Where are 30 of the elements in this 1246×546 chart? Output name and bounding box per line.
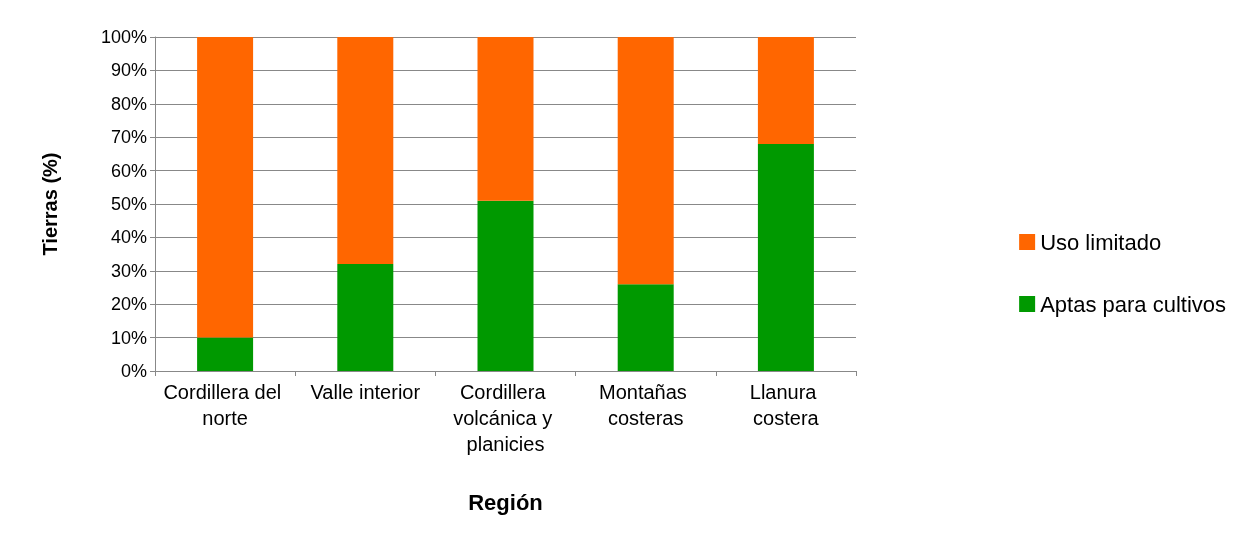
bar	[617, 284, 674, 371]
bar	[757, 37, 814, 144]
x-tick-label: Montañas costeras	[599, 381, 693, 429]
bar	[197, 337, 254, 371]
y-tick-label: 10%	[110, 327, 147, 348]
y-axis-title: Tierras (%)	[39, 152, 61, 256]
legend-label: Uso limitado	[1040, 229, 1162, 255]
y-tick-label: 60%	[110, 160, 147, 181]
x-tick-label: Valle interior	[310, 381, 421, 403]
bar	[337, 37, 394, 265]
bar	[197, 37, 254, 338]
bar	[757, 143, 814, 371]
y-tick-label: 50%	[110, 194, 147, 214]
x-tick-label: Cordillera volcánica y planicies	[453, 381, 558, 455]
legend-label: Aptas para cultivos	[1040, 291, 1226, 317]
y-tick-label: 30%	[110, 260, 147, 281]
bar	[477, 200, 534, 371]
y-tick-label: 90%	[110, 60, 147, 81]
y-tick-label: 20%	[110, 294, 147, 315]
bar	[477, 37, 534, 201]
x-axis-title: Región	[468, 489, 543, 515]
x-tick-label: Cordillera del norte	[163, 381, 287, 429]
y-tick-label: 40%	[110, 227, 147, 248]
bar	[617, 37, 674, 285]
x-tick-label: Llanura costera	[749, 381, 823, 429]
y-tick-label: 80%	[110, 93, 147, 114]
y-tick-label: 100%	[100, 27, 147, 47]
y-tick-label: 0%	[120, 361, 147, 381]
y-tick-label: 70%	[110, 127, 147, 148]
bar	[337, 264, 394, 371]
